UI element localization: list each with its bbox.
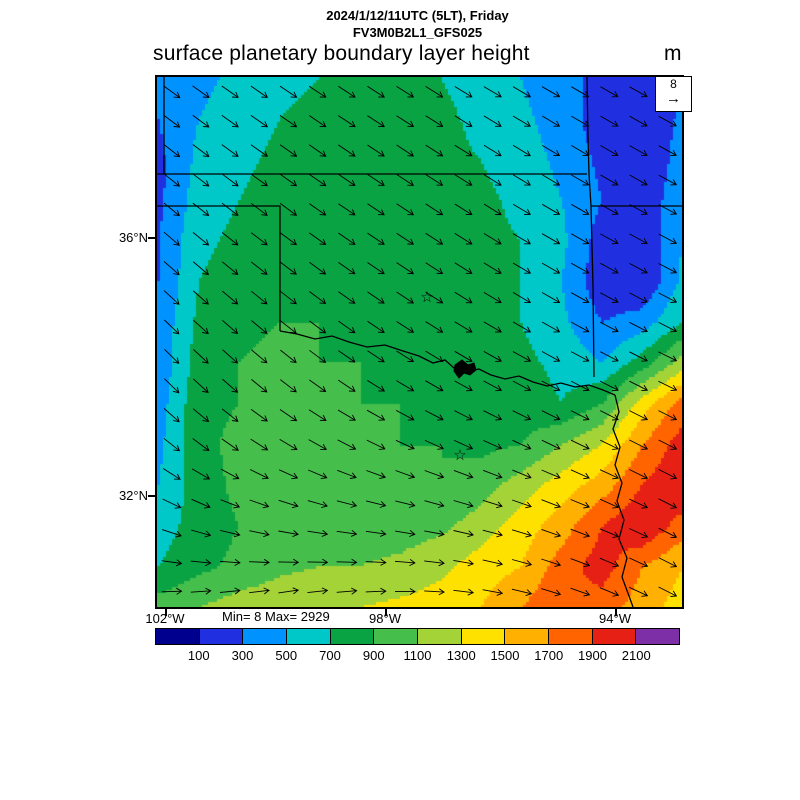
city-star-icon: ☆ (420, 289, 433, 306)
colorbar-tick-label: 300 (231, 648, 254, 663)
colorbar-tick-label: 2100 (621, 648, 651, 663)
colorbar-tick-label: 1100 (403, 648, 432, 663)
colorbar-tick-label: 900 (362, 648, 385, 663)
state-border-line (612, 394, 634, 607)
colorbar-segment (636, 629, 680, 644)
datetime-title: 2024/1/12/11UTC (5LT), Friday (326, 8, 509, 23)
colorbar-tick-label: 500 (275, 648, 298, 663)
lon-tick-mark (165, 609, 167, 616)
lat-tick-label: 36°N (118, 230, 148, 245)
colorbar-tick-labels: 100 300 500 700 900 1100 1300 1500 1700 1900 2100 (155, 648, 680, 664)
map-plot-area: ☆ ☆ (155, 75, 684, 609)
colorbar-segment (549, 629, 593, 644)
city-star-markers: ☆☆ (420, 289, 466, 464)
lat-tick-label: 32°N (118, 488, 148, 503)
colorbar-segment (243, 629, 288, 644)
pbl-height-field-canvas (157, 77, 682, 607)
state-border-line (157, 205, 281, 331)
colorbar-segment (461, 629, 506, 644)
plot-header: 2024/1/12/11UTC (5LT), Friday FV3M0B2L1_… (155, 8, 680, 42)
lat-tick-mark (148, 495, 155, 497)
colorbar (155, 628, 680, 645)
lon-tick-mark (385, 609, 387, 616)
map-overlay-svg: ☆☆ (157, 77, 682, 607)
colorbar-tick-label: 100 (187, 648, 210, 663)
lon-tick-label: 98°W (369, 611, 401, 626)
colorbar-segment (374, 629, 419, 644)
colorbar-tick-label: 700 (319, 648, 341, 663)
colorbar-tick-label: 1500 (490, 648, 520, 663)
reference-vector-box: 8 → (655, 76, 692, 112)
lon-tick-label: 94°W (599, 611, 631, 626)
lake-shape (453, 359, 477, 379)
colorbar-segment (592, 629, 637, 644)
colorbar-segment (156, 629, 200, 644)
colorbar-segment (418, 629, 462, 644)
minmax-label: Min= 8 Max= 2929 (222, 609, 330, 624)
colorbar-tick-label: 1900 (578, 648, 607, 663)
colorbar-segment (330, 629, 375, 644)
plot-title: surface planetary boundary layer height (153, 42, 530, 65)
reference-vector-arrow-icon: → (666, 90, 681, 107)
state-border-line (279, 330, 616, 396)
colorbar-segment (199, 629, 244, 644)
lat-tick-mark (148, 237, 155, 239)
reference-vector-value: 8 (670, 77, 677, 91)
wind-vectors-layer (161, 85, 678, 597)
lon-tick-label: 102°W (145, 611, 185, 626)
colorbar-tick-label: 1700 (534, 648, 564, 663)
model-title: FV3M0B2L1_GFS025 (352, 24, 483, 40)
colorbar-tick-label: 1300 (446, 648, 476, 663)
colorbar-segment (287, 629, 331, 644)
unit-label: m (664, 42, 682, 65)
colorbar-segment (505, 629, 550, 644)
lon-tick-mark (615, 609, 617, 616)
city-star-icon: ☆ (453, 447, 466, 464)
state-border-line (586, 77, 595, 378)
